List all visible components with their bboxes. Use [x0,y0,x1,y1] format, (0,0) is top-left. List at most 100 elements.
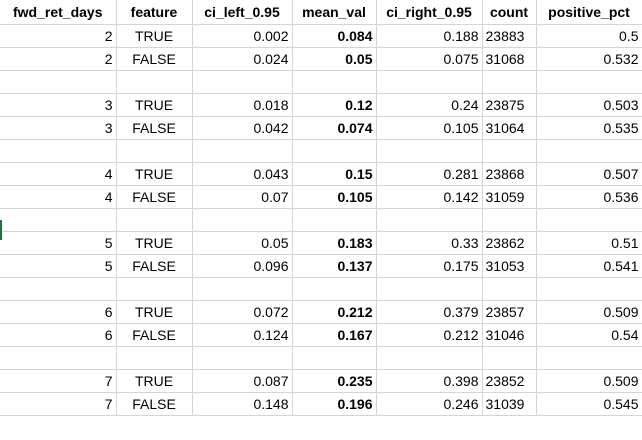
cell-ci-left[interactable] [192,70,293,94]
cell-ci-left[interactable]: 0.07 [192,185,293,209]
cell-mean-val[interactable]: 0.167 [292,323,377,347]
cell-ci-left[interactable]: 0.05 [192,231,293,255]
cell-count[interactable]: 23868 [482,162,537,186]
header-cell-count[interactable]: count [482,0,537,25]
cell-feature[interactable] [116,208,193,232]
header-cell-ci-right[interactable]: ci_right_0.95 [376,0,483,25]
cell-fwd-ret-days[interactable]: 3 [0,116,117,140]
cell-feature[interactable] [116,139,193,163]
cell-feature[interactable]: FALSE [116,254,193,278]
cell-feature[interactable]: TRUE [116,231,193,255]
cell-feature[interactable]: FALSE [116,185,193,209]
cell-fwd-ret-days[interactable]: 3 [0,93,117,117]
cell-fwd-ret-days[interactable] [0,139,117,163]
cell-mean-val[interactable]: 0.12 [292,93,377,117]
cell-ci-left[interactable]: 0.024 [192,47,293,71]
cell-ci-right[interactable]: 0.175 [376,254,483,278]
cell-fwd-ret-days[interactable]: 4 [0,162,117,186]
cell-feature[interactable]: TRUE [116,300,193,324]
cell-feature[interactable]: FALSE [116,47,193,71]
cell-count[interactable] [482,277,537,301]
header-cell-fwd-ret-days[interactable]: fwd_ret_days [0,0,117,25]
cell-feature[interactable] [116,277,193,301]
cell-ci-right[interactable] [376,70,483,94]
cell-positive-pct[interactable] [536,346,642,370]
cell-positive-pct[interactable]: 0.535 [536,116,642,140]
cell-feature[interactable] [116,346,193,370]
cell-positive-pct[interactable]: 0.507 [536,162,642,186]
cell-feature[interactable]: TRUE [116,93,193,117]
cell-positive-pct[interactable]: 0.54 [536,323,642,347]
cell-fwd-ret-days[interactable]: 5 [0,254,117,278]
cell-fwd-ret-days[interactable]: 5 [0,231,117,255]
cell-ci-right[interactable]: 0.142 [376,185,483,209]
cell-count[interactable]: 31059 [482,185,537,209]
cell-count[interactable]: 31064 [482,116,537,140]
cell-mean-val[interactable] [292,139,377,163]
cell-mean-val[interactable] [292,70,377,94]
cell-ci-right[interactable]: 0.281 [376,162,483,186]
cell-ci-left[interactable] [192,277,293,301]
cell-fwd-ret-days[interactable] [0,70,117,94]
cell-ci-right[interactable]: 0.24 [376,93,483,117]
cell-ci-left[interactable]: 0.124 [192,323,293,347]
cell-feature[interactable]: TRUE [116,162,193,186]
cell-ci-left[interactable]: 0.087 [192,369,293,393]
cell-feature[interactable]: TRUE [116,24,193,48]
cell-fwd-ret-days[interactable]: 2 [0,24,117,48]
cell-fwd-ret-days[interactable]: 6 [0,323,117,347]
cell-mean-val[interactable]: 0.137 [292,254,377,278]
cell-fwd-ret-days[interactable] [0,277,117,301]
cell-ci-right[interactable]: 0.188 [376,24,483,48]
cell-mean-val[interactable]: 0.212 [292,300,377,324]
cell-count[interactable]: 23857 [482,300,537,324]
cell-mean-val[interactable] [292,208,377,232]
cell-ci-right[interactable]: 0.105 [376,116,483,140]
header-cell-mean-val[interactable]: mean_val [292,0,377,25]
cell-mean-val[interactable]: 0.084 [292,24,377,48]
cell-count[interactable] [482,139,537,163]
cell-fwd-ret-days[interactable] [0,208,117,232]
cell-feature[interactable]: FALSE [116,323,193,347]
cell-positive-pct[interactable]: 0.509 [536,300,642,324]
cell-positive-pct[interactable]: 0.5 [536,24,642,48]
cell-count[interactable]: 31068 [482,47,537,71]
cell-count[interactable]: 23862 [482,231,537,255]
cell-ci-left[interactable] [192,139,293,163]
cell-count[interactable] [482,70,537,94]
cell-mean-val[interactable]: 0.196 [292,392,377,416]
header-cell-positive-pct[interactable]: positive_pct [536,0,642,25]
cell-ci-right[interactable] [376,346,483,370]
cell-fwd-ret-days[interactable]: 7 [0,369,117,393]
cell-fwd-ret-days[interactable]: 7 [0,392,117,416]
cell-count[interactable]: 31053 [482,254,537,278]
cell-mean-val[interactable]: 0.074 [292,116,377,140]
cell-mean-val[interactable]: 0.183 [292,231,377,255]
cell-fwd-ret-days[interactable]: 4 [0,185,117,209]
cell-positive-pct[interactable] [536,277,642,301]
header-cell-ci-left[interactable]: ci_left_0.95 [192,0,293,25]
cell-fwd-ret-days[interactable]: 2 [0,47,117,71]
cell-ci-right[interactable] [376,139,483,163]
cell-fwd-ret-days[interactable]: 6 [0,300,117,324]
cell-ci-right[interactable] [376,208,483,232]
cell-ci-left[interactable] [192,346,293,370]
cell-ci-right[interactable]: 0.075 [376,47,483,71]
cell-ci-right[interactable]: 0.246 [376,392,483,416]
cell-positive-pct[interactable] [536,139,642,163]
header-cell-feature[interactable]: feature [116,0,193,25]
cell-mean-val[interactable]: 0.05 [292,47,377,71]
cell-positive-pct[interactable]: 0.541 [536,254,642,278]
cell-positive-pct[interactable]: 0.51 [536,231,642,255]
cell-positive-pct[interactable]: 0.509 [536,369,642,393]
cell-mean-val[interactable]: 0.105 [292,185,377,209]
cell-count[interactable]: 31046 [482,323,537,347]
cell-ci-left[interactable] [192,208,293,232]
cell-feature[interactable]: TRUE [116,369,193,393]
cell-positive-pct[interactable] [536,70,642,94]
cell-positive-pct[interactable] [536,208,642,232]
cell-positive-pct[interactable]: 0.545 [536,392,642,416]
cell-fwd-ret-days[interactable] [0,346,117,370]
cell-positive-pct[interactable]: 0.532 [536,47,642,71]
cell-count[interactable] [482,208,537,232]
